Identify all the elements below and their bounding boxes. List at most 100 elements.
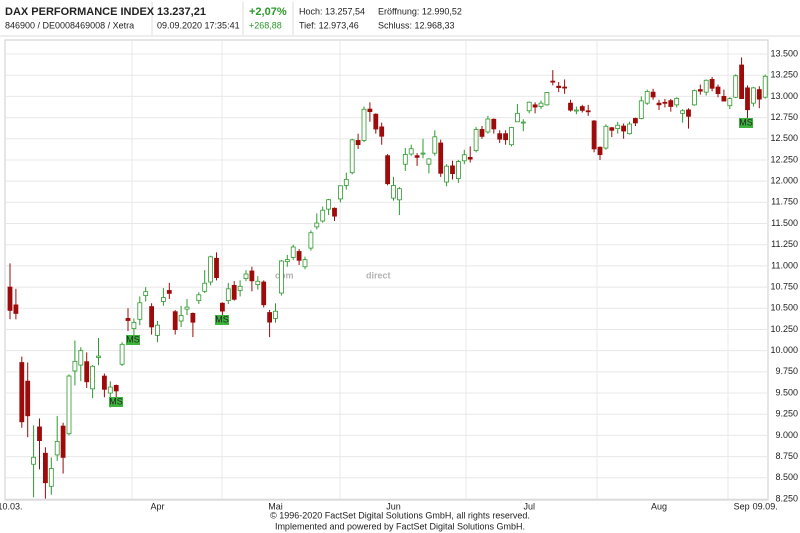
candle-body xyxy=(579,106,585,111)
candle-body xyxy=(686,109,691,117)
candle-body xyxy=(332,207,337,217)
candle-body xyxy=(349,139,355,174)
plot-frame xyxy=(4,39,769,501)
signal-label: MS xyxy=(109,396,123,406)
last-price: 13.237,21 xyxy=(157,6,206,18)
y-tick-label: 8.500 xyxy=(775,472,798,482)
y-tick-label: 8.250 xyxy=(775,493,798,503)
candle-body xyxy=(609,127,615,131)
candle-body xyxy=(184,306,190,310)
candle-body xyxy=(638,100,644,119)
y-tick-label: 11.250 xyxy=(771,239,798,249)
candle-body xyxy=(455,161,461,179)
candle-body xyxy=(326,199,332,210)
candle-body xyxy=(715,86,721,94)
copyright: Implemented and powered by FactSet Digit… xyxy=(275,521,525,531)
x-tick-label: Jul xyxy=(523,501,535,511)
candle-body xyxy=(467,157,473,160)
candle-body xyxy=(125,318,131,321)
candle-body xyxy=(90,365,95,390)
candle-body xyxy=(225,288,231,302)
candle-body xyxy=(721,95,727,102)
candle-body xyxy=(574,109,579,112)
x-tick-label: Aug xyxy=(651,501,667,511)
candle-body xyxy=(43,452,48,484)
candle-body xyxy=(556,85,562,88)
candle-body xyxy=(290,246,296,258)
candle-body xyxy=(296,251,302,261)
candle-body xyxy=(674,97,680,106)
candle-body xyxy=(54,441,60,456)
candle-body xyxy=(373,113,379,130)
candle-body xyxy=(680,110,685,114)
candle-body xyxy=(396,188,402,201)
candle-body xyxy=(119,343,125,365)
candle-body xyxy=(473,129,479,152)
candle-body xyxy=(13,304,19,314)
y-tick-label: 12.000 xyxy=(770,176,798,186)
candle-body xyxy=(426,158,432,165)
signal-badge xyxy=(109,397,123,407)
y-tick-label: 10.750 xyxy=(770,281,798,291)
signal-badge xyxy=(739,118,753,128)
y-tick-label: 10.000 xyxy=(770,345,798,355)
candle-body xyxy=(166,290,172,294)
candle-body xyxy=(408,148,414,155)
y-tick-label: 9.000 xyxy=(775,430,798,440)
candle-body xyxy=(692,90,697,106)
candle-body xyxy=(343,178,349,186)
candle-body xyxy=(603,125,609,149)
candle-body xyxy=(497,133,503,140)
candle-body xyxy=(485,118,491,133)
candle-body xyxy=(420,152,426,155)
x-tick-label: Apr xyxy=(150,501,164,511)
candle-body xyxy=(143,291,149,296)
candle-body xyxy=(261,281,267,306)
candle-body xyxy=(78,350,84,366)
y-tick-label: 13.500 xyxy=(770,48,798,58)
candle-body xyxy=(273,310,278,319)
y-tick-label: 13.250 xyxy=(770,70,798,80)
y-tick-label: 10.500 xyxy=(770,303,798,313)
candle-body xyxy=(520,121,526,124)
candle-body xyxy=(703,79,709,93)
candle-body xyxy=(650,91,656,98)
y-tick-label: 11.750 xyxy=(771,197,798,207)
candle-body xyxy=(438,142,444,174)
candle-body xyxy=(137,302,143,320)
candle-body xyxy=(762,75,768,98)
y-tick-label: 12.500 xyxy=(770,133,798,143)
candle-body xyxy=(385,155,391,185)
candle-body xyxy=(621,125,626,132)
day-low: Tief: 12.973,46 xyxy=(299,20,359,30)
y-tick-label: 10.250 xyxy=(770,324,798,334)
candle-body xyxy=(219,302,225,312)
candle-body xyxy=(585,110,591,113)
candle-body xyxy=(278,260,284,294)
candle-body xyxy=(243,273,249,280)
y-tick-label: 11.500 xyxy=(771,218,798,228)
candle-body xyxy=(461,154,467,162)
candle-body xyxy=(96,355,101,358)
signal-label: MS xyxy=(739,117,753,127)
timestamp: 09.09.2020 17:35:41 xyxy=(157,20,240,30)
candle-body xyxy=(208,256,214,283)
candle-body xyxy=(550,80,556,83)
index-title: DAX PERFORMANCE INDEX xyxy=(5,6,155,18)
signal-label: MS xyxy=(215,314,229,324)
candle-body xyxy=(172,311,178,330)
candle-body xyxy=(414,155,420,158)
change-percent: +2,07% xyxy=(249,6,287,18)
candle-body xyxy=(756,89,762,100)
signal-badge xyxy=(126,335,140,345)
candle-body xyxy=(709,79,715,89)
candle-body xyxy=(479,129,485,137)
y-tick-label: 9.500 xyxy=(775,387,798,397)
candle-body xyxy=(532,104,538,108)
candle-body xyxy=(432,136,438,154)
candle-body xyxy=(60,425,66,458)
candle-body xyxy=(320,209,326,222)
candle-body xyxy=(355,140,361,146)
candle-body xyxy=(402,154,408,165)
